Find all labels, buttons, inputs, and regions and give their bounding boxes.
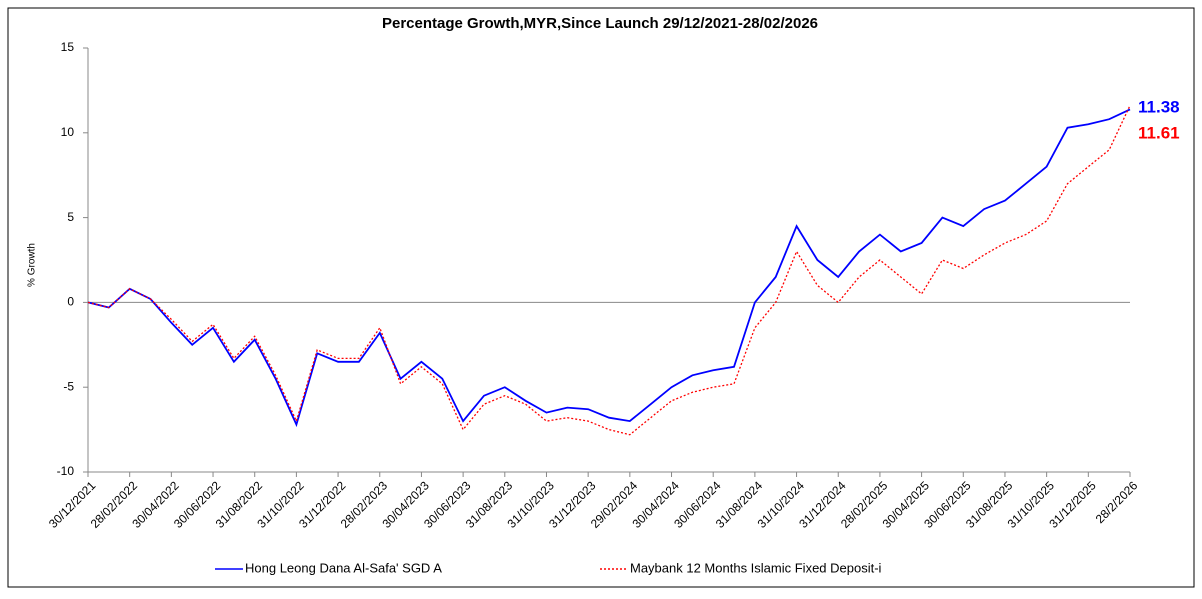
chart-border	[7, 7, 1195, 588]
chart-title: Percentage Growth,MYR,Since Launch 29/12…	[382, 15, 818, 32]
series-line	[87, 108, 1131, 428]
legend-label: Maybank 12 Months Islamic Fixed Deposit-…	[630, 560, 882, 575]
y-tick-label: 10	[61, 125, 75, 139]
y-tick-label: 15	[61, 40, 75, 54]
y-axis-label: % Growth	[27, 243, 38, 287]
y-tick-label: -5	[63, 379, 74, 393]
legend-label: Hong Leong Dana Al-Safa' SGD A	[245, 560, 442, 575]
y-tick-label: 0	[67, 295, 74, 309]
end-label: 11.38	[1138, 97, 1180, 116]
y-tick-label: 5	[67, 210, 74, 224]
y-tick-label: -10	[57, 464, 75, 478]
end-label: 11.61	[1138, 123, 1180, 142]
